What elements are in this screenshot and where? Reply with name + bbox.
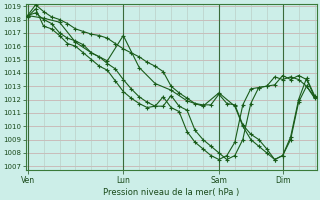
X-axis label: Pression niveau de la mer( hPa ): Pression niveau de la mer( hPa ): [103, 188, 239, 197]
